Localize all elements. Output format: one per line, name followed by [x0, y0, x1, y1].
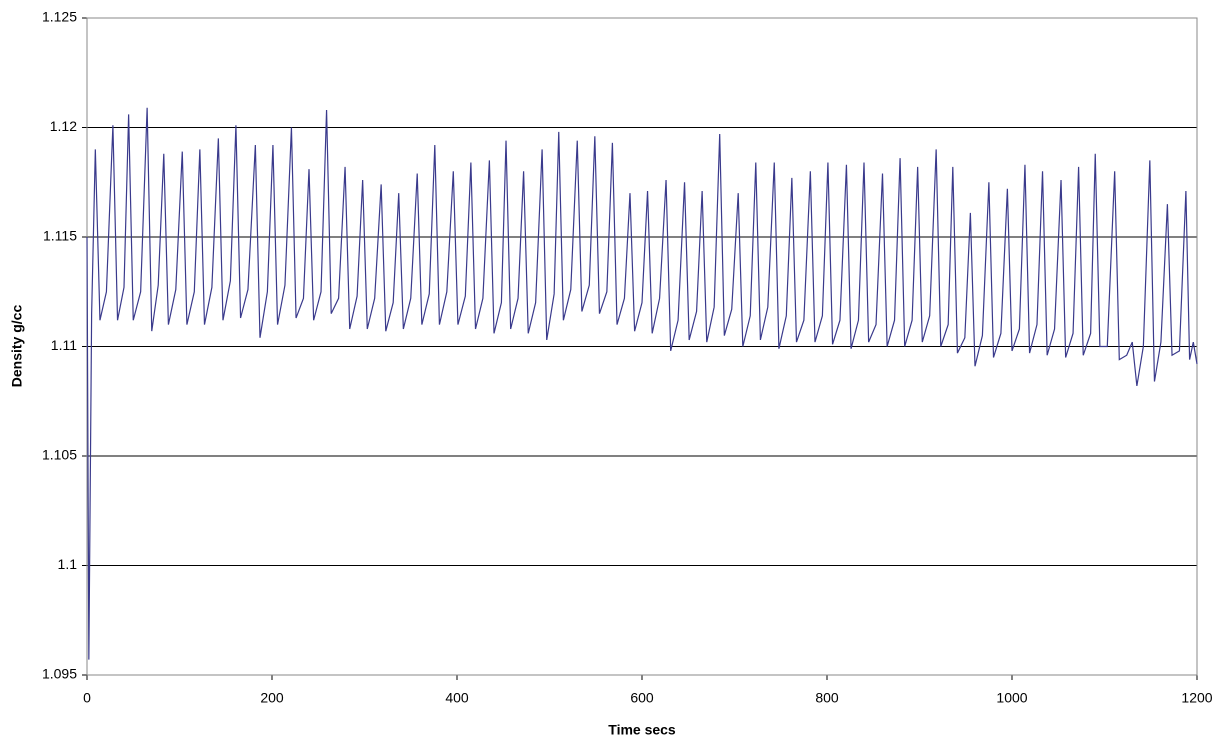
- y-tick-label: 1.12: [50, 118, 77, 134]
- x-axis-title: Time secs: [608, 722, 676, 738]
- y-tick-label: 1.125: [42, 9, 77, 25]
- x-tick-label: 400: [445, 690, 469, 706]
- x-tick-label: 1200: [1181, 690, 1212, 706]
- data-line: [86, 107, 1198, 660]
- y-tick-label: 1.115: [43, 228, 77, 244]
- y-tick-label: 1.1: [58, 556, 78, 572]
- x-tick-label: 0: [83, 690, 91, 706]
- x-tick-label: 200: [260, 690, 284, 706]
- y-axis-title: Density g/cc: [9, 305, 25, 388]
- x-tick-label: 1000: [996, 690, 1027, 706]
- y-tick-label: 1.11: [51, 337, 77, 353]
- y-tick-label: 1.105: [42, 447, 77, 463]
- x-tick-label: 800: [815, 690, 839, 706]
- x-tick-label: 600: [630, 690, 654, 706]
- y-tick-label: 1.095: [42, 666, 77, 682]
